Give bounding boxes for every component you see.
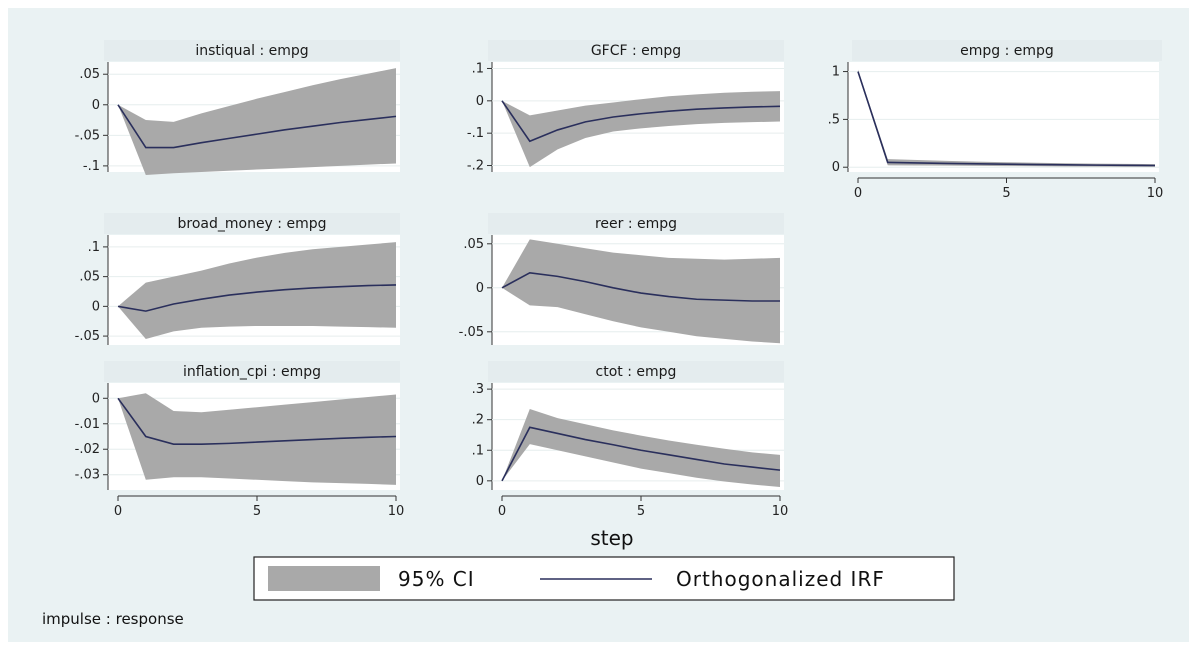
x-tick-label: 10 xyxy=(388,504,405,519)
plot-area xyxy=(848,62,1159,172)
y-tick-label: -.03 xyxy=(75,468,100,483)
irf-panel: ctot : empg .3 .2 .1 00 5 10 xyxy=(472,361,789,519)
ci-band xyxy=(118,242,396,340)
x-tick-label: 10 xyxy=(772,504,789,519)
irf-line xyxy=(501,100,781,143)
y-tick-label: 0 xyxy=(476,474,484,489)
x-axis-label: step xyxy=(590,526,633,550)
y-tick-label: 0 xyxy=(92,391,100,406)
y-tick-label: .1 xyxy=(472,443,484,458)
ci-band xyxy=(502,408,780,487)
y-tick-label: -.05 xyxy=(75,329,100,344)
x-tick-label: 0 xyxy=(114,504,122,519)
y-tick-label: -.1 xyxy=(83,159,100,174)
y-tick-label: -.02 xyxy=(75,442,100,457)
panel-title: broad_money : empg xyxy=(178,216,327,232)
ci-band xyxy=(118,393,396,485)
panel-title-strip xyxy=(488,213,784,234)
irf-panel: GFCF : empg .1 0 -.1 -.2 xyxy=(467,40,784,174)
panel-title-strip xyxy=(488,40,784,61)
y-tick-label: .05 xyxy=(79,67,100,82)
legend: 95% CI Orthogonalized IRF xyxy=(253,556,955,601)
ci-band xyxy=(502,91,780,168)
y-tick-label: .05 xyxy=(463,237,484,252)
y-tick-label: .3 xyxy=(472,382,484,397)
y-tick-label: 0 xyxy=(476,281,484,296)
y-tick-label: -.05 xyxy=(459,325,484,340)
irf-line xyxy=(117,397,397,445)
irf-line xyxy=(117,104,397,149)
ci-band xyxy=(118,68,396,176)
y-tick-label: -.1 xyxy=(467,126,484,141)
y-tick-label: 0 xyxy=(476,94,484,109)
panel-title: instiqual : empg xyxy=(195,43,308,59)
panel-title-strip xyxy=(852,40,1162,61)
x-tick-label: 0 xyxy=(498,504,506,519)
irf-panel: broad_money : empg .1 .05 0 -.05 xyxy=(75,213,400,345)
panel-title: ctot : empg xyxy=(596,364,677,380)
legend-line-label: Orthogonalized IRF xyxy=(676,567,885,591)
irf-panel: reer : empg .05 0 -.05 xyxy=(459,213,784,345)
y-tick-label: 0 xyxy=(92,299,100,314)
y-tick-label: .1 xyxy=(472,61,484,76)
y-tick-label: -.01 xyxy=(75,417,100,432)
irf-line xyxy=(501,272,780,302)
x-tick-label: 5 xyxy=(637,504,645,519)
impulse-response-note: impulse : response xyxy=(42,610,184,628)
irf-line xyxy=(857,71,1156,167)
irf-panel: empg : empg 1 .5 00 5 10 xyxy=(828,40,1164,201)
panel-title-strip xyxy=(104,361,400,382)
x-tick-label: 5 xyxy=(253,504,261,519)
x-tick-label: 0 xyxy=(854,186,862,201)
y-tick-label: .5 xyxy=(828,112,840,127)
irf-panel: inflation_cpi : empg 0 -.01 -.02 -.03 0 5 10 xyxy=(75,361,405,519)
x-tick-label: 10 xyxy=(1147,186,1164,201)
legend-ci-swatch xyxy=(268,566,380,591)
panel-title: GFCF : empg xyxy=(591,43,681,59)
y-tick-label: 1 xyxy=(832,65,840,80)
legend-ci-label: 95% CI xyxy=(398,567,475,591)
panel-title-strip xyxy=(488,361,784,382)
ci-band xyxy=(502,239,780,344)
y-tick-label: .05 xyxy=(79,270,100,285)
y-tick-label: -.2 xyxy=(467,159,484,174)
y-tick-label: .1 xyxy=(88,240,100,255)
irf-panel: instiqual : empg .05 0 -.05 -.1 xyxy=(75,40,400,176)
panel-title: reer : empg xyxy=(595,216,677,232)
panel-title: inflation_cpi : empg xyxy=(183,364,321,380)
x-tick-label: 5 xyxy=(1002,186,1010,201)
y-tick-label: -.05 xyxy=(75,128,100,143)
panel-title: empg : empg xyxy=(960,43,1054,59)
panel-title-strip xyxy=(104,40,400,61)
irf-line xyxy=(501,426,781,482)
y-tick-label: 0 xyxy=(832,160,840,175)
irf-line xyxy=(117,284,397,312)
y-tick-label: .2 xyxy=(472,413,484,428)
panel-title-strip xyxy=(104,213,400,234)
y-tick-label: 0 xyxy=(92,98,100,113)
